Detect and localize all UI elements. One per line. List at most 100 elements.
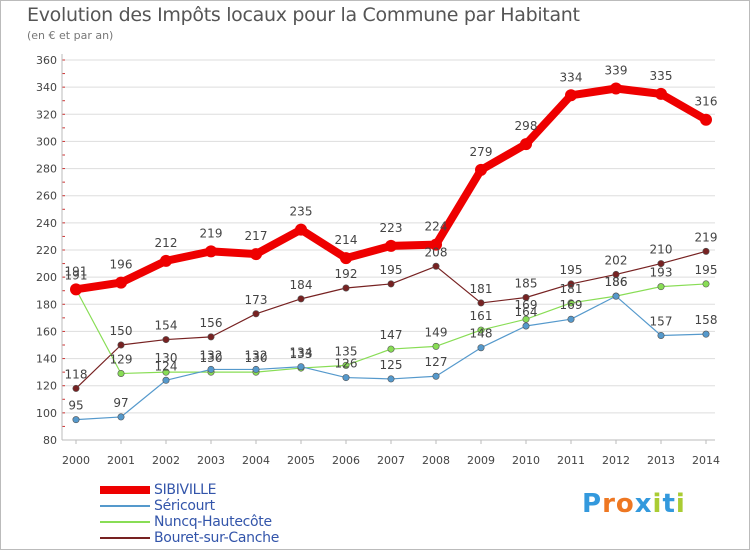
data-point-nuncq-hautec-te-2007 — [387, 345, 395, 353]
data-label-s-ricourt-2003: 132 — [200, 348, 223, 362]
y-tick-label-240: 240 — [36, 217, 57, 230]
legend-swatch-bouret-sur-canche — [100, 537, 150, 539]
x-tick-label-2002: 2002 — [152, 454, 180, 467]
data-point-sibiville-2010 — [520, 138, 532, 151]
data-point-bouret-sur-canche-2014 — [702, 247, 710, 255]
data-point-bouret-sur-canche-2005 — [297, 295, 305, 303]
data-label-sibiville-2000: 191 — [65, 264, 88, 278]
data-label-sibiville-2014: 316 — [695, 95, 718, 109]
data-point-sibiville-2013 — [655, 87, 667, 100]
data-point-nuncq-hautec-te-2009 — [477, 326, 485, 334]
data-label-s-ricourt-2009: 148 — [470, 327, 493, 341]
data-label-bouret-sur-canche-2008: 208 — [425, 245, 448, 259]
data-label-sibiville-2009: 279 — [470, 145, 493, 159]
data-label-s-ricourt-2011: 169 — [560, 298, 583, 312]
legend-swatch-nuncq-hautecote — [100, 521, 150, 523]
data-point-s-ricourt-2010 — [522, 322, 530, 330]
logo-letter: o — [615, 489, 635, 519]
data-label-nuncq-hautec-te-2005: 133 — [290, 347, 313, 361]
x-tick-label-2000: 2000 — [62, 454, 90, 467]
data-point-sibiville-2009 — [475, 163, 487, 176]
data-label-sibiville-2001: 196 — [110, 258, 133, 272]
data-label-bouret-sur-canche-2004: 173 — [245, 293, 268, 307]
data-point-sibiville-2006 — [340, 252, 352, 265]
data-point-sibiville-2002 — [160, 254, 172, 267]
data-label-nuncq-hautec-te-2006: 135 — [335, 344, 358, 358]
data-label-nuncq-hautec-te-2002: 130 — [155, 351, 178, 365]
data-point-nuncq-hautec-te-2014 — [702, 280, 710, 288]
data-label-s-ricourt-2002: 124 — [155, 359, 178, 373]
data-point-bouret-sur-canche-2000 — [72, 384, 80, 392]
x-tick-label-2004: 2004 — [242, 454, 270, 467]
data-label-s-ricourt-2013: 157 — [650, 315, 673, 329]
proxiti-logo: Proxiti — [582, 489, 686, 519]
data-point-bouret-sur-canche-2006 — [342, 284, 350, 292]
y-tick-label-320: 320 — [36, 108, 57, 121]
data-label-sibiville-2008: 224 — [425, 220, 448, 234]
data-point-bouret-sur-canche-2009 — [477, 299, 485, 307]
data-point-nuncq-hautec-te-2010 — [522, 315, 530, 323]
data-point-s-ricourt-2004 — [252, 365, 260, 373]
data-label-nuncq-hautec-te-2012: 186 — [605, 275, 628, 289]
y-tick-label-100: 100 — [36, 407, 57, 420]
data-label-nuncq-hautec-te-2013: 193 — [650, 266, 673, 280]
x-tick-label-2003: 2003 — [197, 454, 225, 467]
data-label-bouret-sur-canche-2003: 156 — [200, 316, 223, 330]
legend-label-nuncq-hautecote: Nuncq-Hautecôte — [154, 514, 272, 530]
data-label-s-ricourt-2014: 158 — [695, 313, 718, 327]
legend-label-sericourt: Séricourt — [154, 498, 215, 514]
data-point-bouret-sur-canche-2013 — [657, 260, 665, 268]
data-label-bouret-sur-canche-2014: 219 — [695, 230, 718, 244]
data-label-sibiville-2002: 212 — [155, 236, 178, 250]
data-label-s-ricourt-2001: 97 — [113, 396, 128, 410]
data-point-s-ricourt-2013 — [657, 331, 665, 339]
legend-item-bouret-sur-canche[interactable]: Bouret-sur-Canche — [100, 530, 360, 546]
data-point-nuncq-hautec-te-2008 — [432, 342, 440, 350]
legend-item-sibiville[interactable]: SIBIVILLE — [100, 482, 360, 498]
data-label-sibiville-2005: 235 — [290, 205, 313, 219]
legend-item-nuncq-hautecote[interactable]: Nuncq-Hautecôte — [100, 514, 360, 530]
data-point-s-ricourt-2001 — [117, 413, 125, 421]
data-point-s-ricourt-2012 — [612, 292, 620, 300]
data-label-nuncq-hautec-te-2000: 191 — [65, 268, 88, 282]
data-label-s-ricourt-2004: 132 — [245, 348, 268, 362]
data-label-sibiville-2006: 214 — [335, 233, 358, 247]
x-tick-label-2006: 2006 — [332, 454, 360, 467]
data-label-sibiville-2010: 298 — [515, 119, 538, 133]
y-tick-label-340: 340 — [36, 81, 57, 94]
data-point-sibiville-2011 — [565, 89, 577, 102]
data-point-nuncq-hautec-te-2002 — [162, 368, 170, 376]
data-label-nuncq-hautec-te-2004: 130 — [245, 351, 268, 365]
data-point-sibiville-2007 — [385, 239, 397, 252]
logo-letter: i — [652, 489, 663, 519]
data-label-bouret-sur-canche-2005: 184 — [290, 278, 313, 292]
data-point-s-ricourt-2006 — [342, 374, 350, 382]
data-point-s-ricourt-2002 — [162, 376, 170, 384]
data-point-bouret-sur-canche-2004 — [252, 310, 260, 318]
data-label-bouret-sur-canche-2007: 195 — [380, 263, 403, 277]
data-label-bouret-sur-canche-2010: 185 — [515, 277, 538, 291]
data-label-nuncq-hautec-te-2003: 130 — [200, 351, 223, 365]
data-point-nuncq-hautec-te-2001 — [117, 369, 125, 377]
logo-letter: x — [634, 489, 653, 519]
x-tick-label-2012: 2012 — [602, 454, 630, 467]
data-label-nuncq-hautec-te-2001: 129 — [110, 353, 133, 367]
data-label-s-ricourt-2012: 186 — [605, 275, 628, 289]
logo-letter: i — [675, 489, 686, 519]
legend-label-bouret-sur-canche: Bouret-sur-Canche — [154, 530, 280, 546]
logo-letter: t — [662, 489, 676, 519]
y-tick-label-140: 140 — [36, 353, 57, 366]
data-point-nuncq-hautec-te-2011 — [567, 299, 575, 307]
data-label-bouret-sur-canche-2002: 154 — [155, 319, 178, 333]
y-tick-label-120: 120 — [36, 380, 57, 393]
data-point-sibiville-2014 — [700, 113, 712, 126]
legend-item-sericourt[interactable]: Séricourt — [100, 498, 360, 514]
data-point-bouret-sur-canche-2003 — [207, 333, 215, 341]
data-point-s-ricourt-2005 — [297, 363, 305, 371]
data-label-s-ricourt-2000: 95 — [68, 399, 83, 413]
data-label-sibiville-2013: 335 — [650, 69, 673, 83]
data-point-s-ricourt-2014 — [702, 330, 710, 338]
data-label-bouret-sur-canche-2013: 210 — [650, 243, 673, 257]
x-tick-label-2007: 2007 — [377, 454, 405, 467]
